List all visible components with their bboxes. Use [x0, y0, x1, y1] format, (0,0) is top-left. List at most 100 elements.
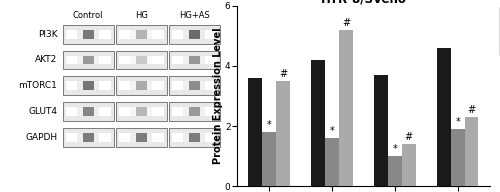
Bar [147, 56, 153, 64]
Bar [77, 133, 83, 142]
Text: *: * [392, 144, 397, 154]
Bar [141, 81, 148, 90]
Bar [178, 81, 184, 90]
Bar [141, 30, 148, 39]
Bar [276, 81, 290, 186]
Bar [105, 30, 111, 39]
Bar [158, 107, 164, 116]
Bar [116, 25, 166, 44]
Bar [124, 30, 130, 39]
Bar [374, 75, 388, 186]
Text: *: * [266, 120, 272, 130]
Bar [105, 133, 111, 142]
Bar [188, 107, 195, 116]
Y-axis label: Protein Expression Level: Protein Expression Level [214, 28, 224, 164]
Bar [82, 133, 88, 142]
Bar [188, 133, 195, 142]
Bar [116, 50, 166, 70]
Bar [147, 81, 153, 90]
Bar [136, 107, 141, 116]
Bar [100, 56, 105, 64]
Bar [437, 48, 451, 186]
Bar [200, 133, 206, 142]
Bar [158, 56, 164, 64]
Bar [119, 56, 125, 64]
Bar [152, 133, 158, 142]
Text: HG+AS: HG+AS [179, 11, 210, 20]
Bar [62, 25, 114, 44]
Bar [119, 81, 125, 90]
Bar [100, 30, 105, 39]
Bar [178, 56, 184, 64]
Bar [130, 30, 136, 39]
Bar [116, 76, 166, 95]
Bar [94, 30, 100, 39]
Bar [105, 56, 111, 64]
Bar [130, 133, 136, 142]
Text: PI3K: PI3K [38, 30, 58, 39]
Text: AKT2: AKT2 [35, 55, 58, 65]
Text: HG: HG [135, 11, 147, 20]
Bar [206, 81, 212, 90]
Bar [147, 107, 153, 116]
Bar [66, 56, 72, 64]
Bar [147, 133, 153, 142]
Bar [130, 56, 136, 64]
Bar [178, 30, 184, 39]
Text: GAPDH: GAPDH [25, 133, 58, 142]
Bar [464, 117, 478, 186]
Bar [94, 107, 100, 116]
Bar [130, 107, 136, 116]
Bar [206, 56, 212, 64]
Bar [141, 107, 148, 116]
Text: *: * [456, 117, 460, 127]
Bar [211, 30, 217, 39]
Bar [94, 133, 100, 142]
Bar [141, 56, 148, 64]
Bar [88, 81, 94, 90]
Bar [147, 30, 153, 39]
Bar [169, 50, 220, 70]
Bar [62, 76, 114, 95]
Bar [88, 133, 94, 142]
Bar [72, 133, 78, 142]
Bar [88, 30, 94, 39]
Bar [136, 56, 141, 64]
Bar [200, 30, 206, 39]
Bar [88, 107, 94, 116]
Bar [178, 133, 184, 142]
Bar [88, 56, 94, 64]
Bar [72, 30, 78, 39]
Bar [194, 81, 200, 90]
Bar [124, 56, 130, 64]
Text: #: # [404, 132, 413, 142]
Bar [200, 81, 206, 90]
Bar [72, 107, 78, 116]
Bar [119, 30, 125, 39]
Bar [82, 81, 88, 90]
Bar [206, 30, 212, 39]
Bar [172, 56, 178, 64]
Text: #: # [279, 69, 287, 79]
Bar [124, 107, 130, 116]
Bar [94, 81, 100, 90]
Bar [194, 133, 200, 142]
Bar [62, 102, 114, 121]
Bar [172, 133, 178, 142]
Bar [183, 107, 189, 116]
Bar [194, 30, 200, 39]
Bar [311, 60, 325, 186]
Bar [152, 81, 158, 90]
Bar [172, 30, 178, 39]
Bar [206, 107, 212, 116]
Bar [72, 81, 78, 90]
Bar [94, 56, 100, 64]
Bar [211, 81, 217, 90]
Bar [141, 133, 148, 142]
Bar [158, 81, 164, 90]
Bar [248, 78, 262, 186]
Bar [158, 133, 164, 142]
Bar [339, 30, 352, 186]
Bar [188, 81, 195, 90]
Bar [82, 30, 88, 39]
